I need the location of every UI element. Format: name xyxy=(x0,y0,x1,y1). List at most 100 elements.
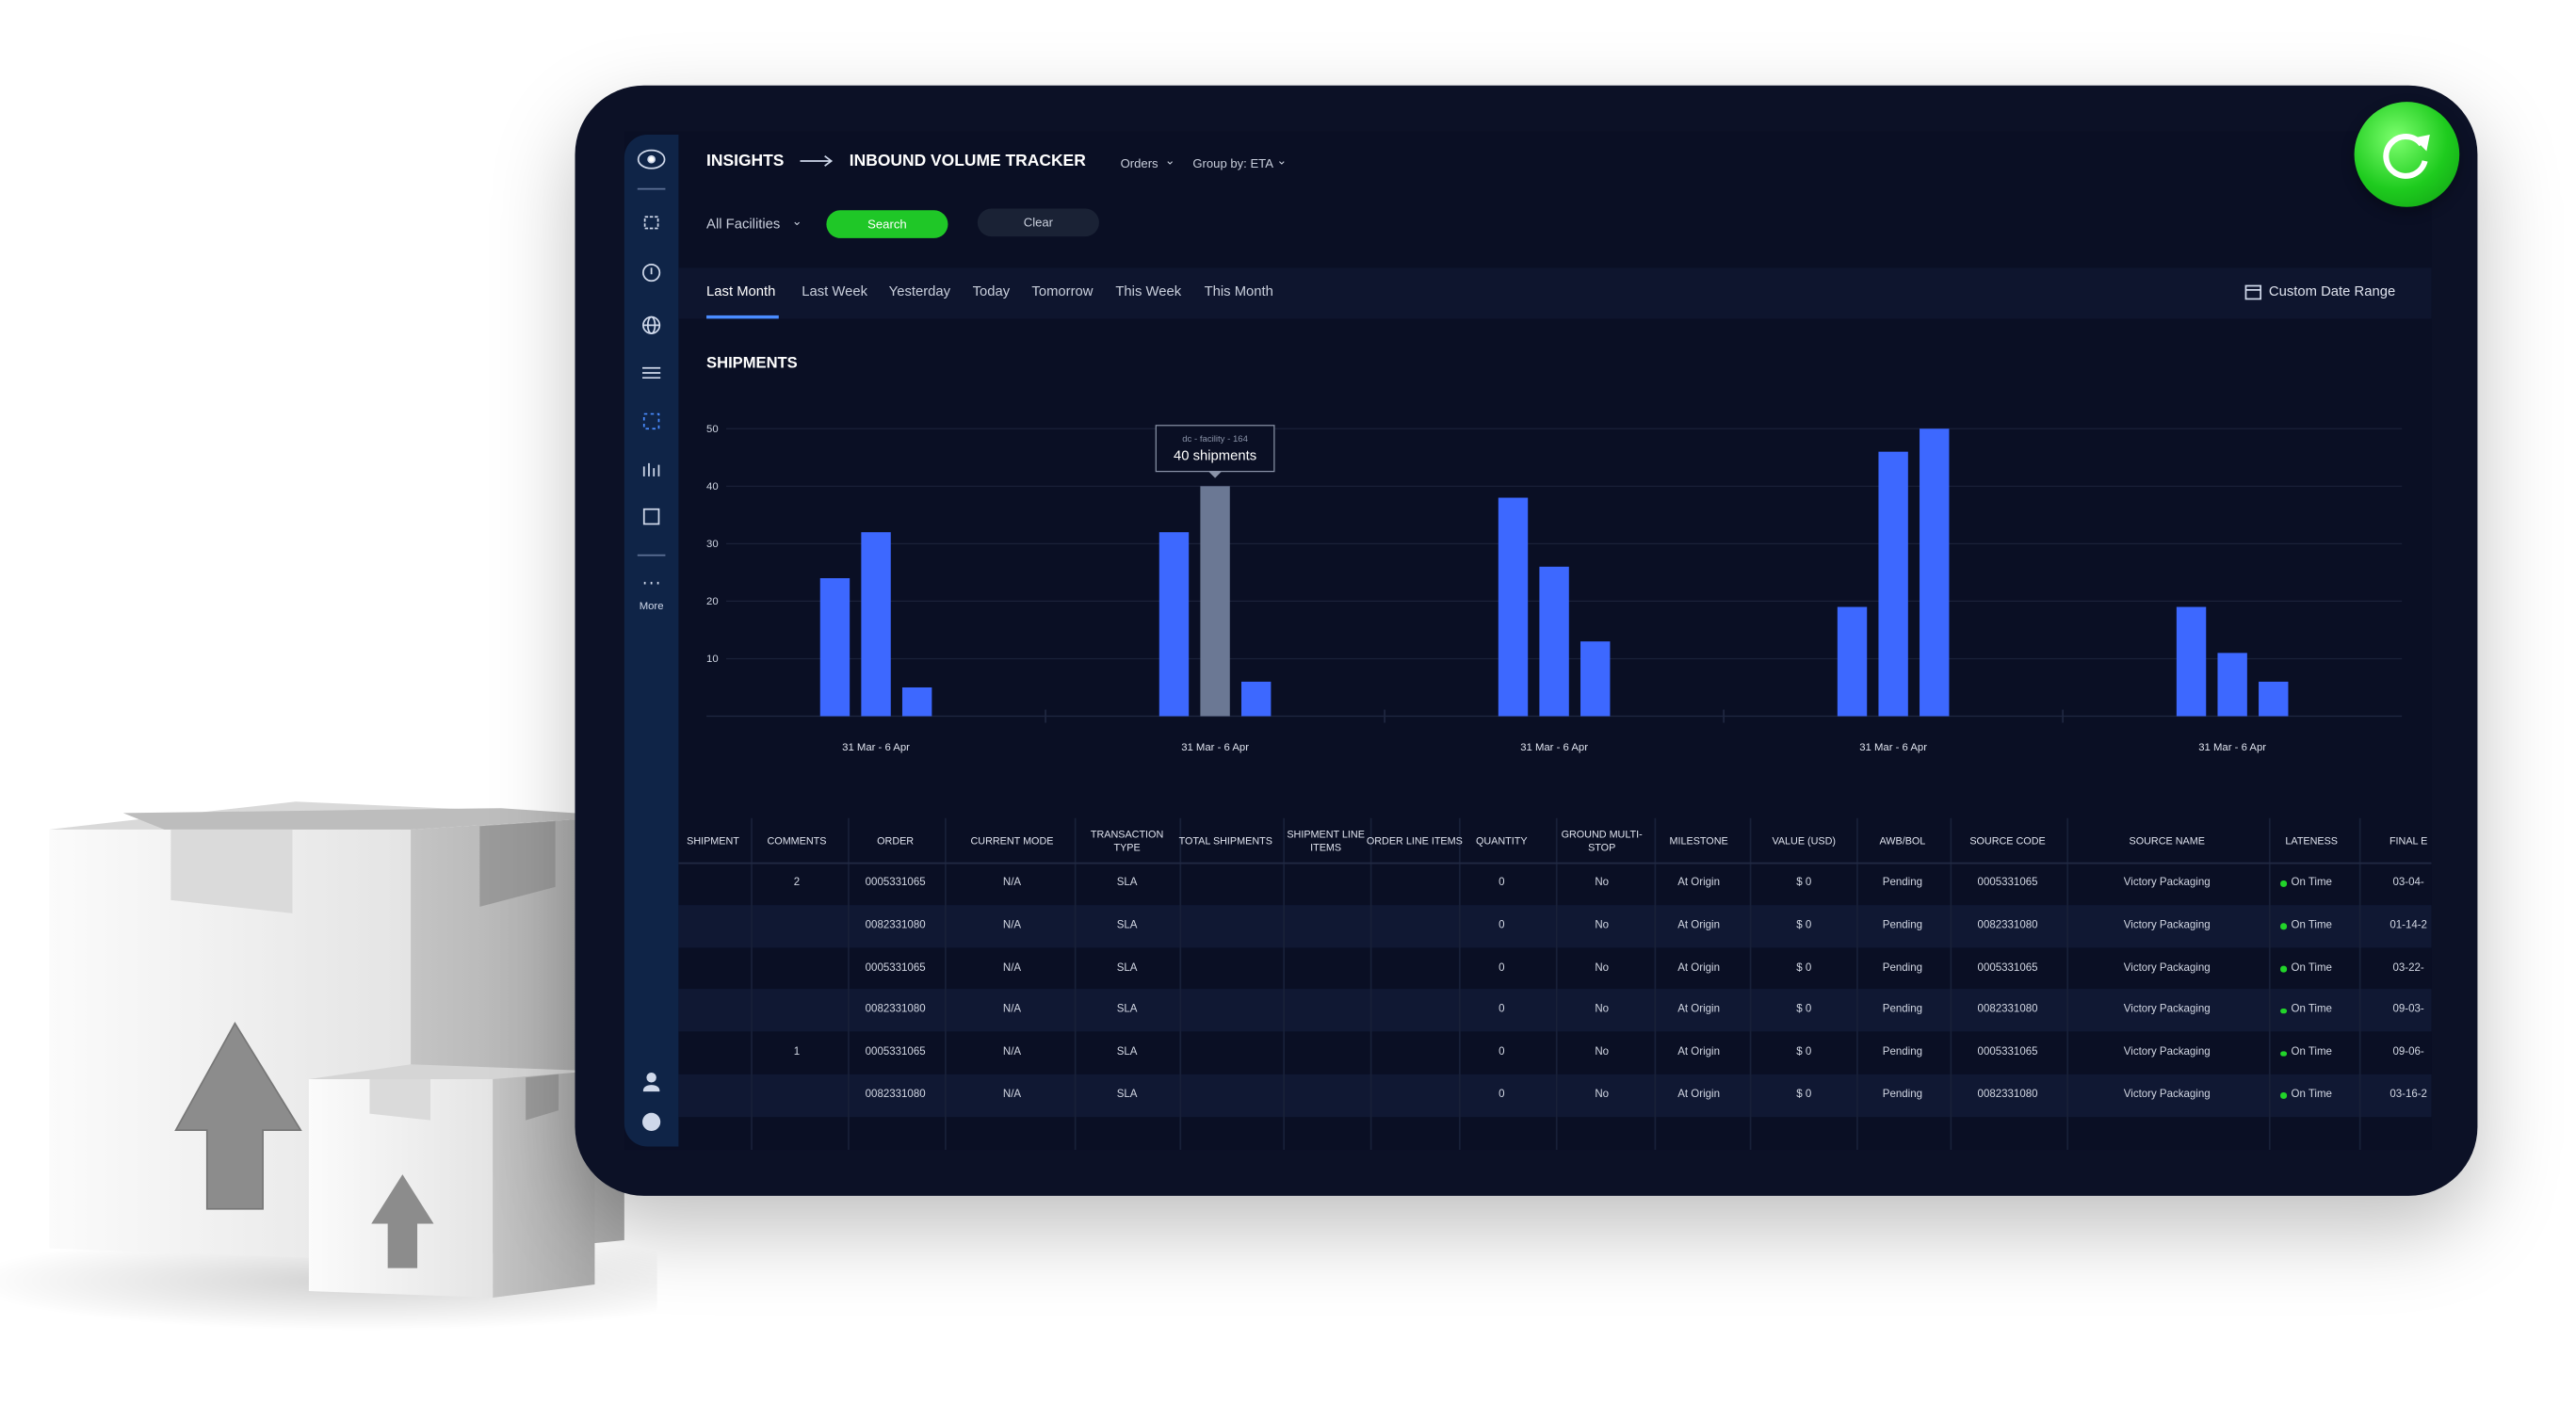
column-header: ORDER xyxy=(877,834,915,848)
table-cell: Victory Packaging xyxy=(2123,877,2211,889)
column-divider xyxy=(2358,817,2361,1151)
bar[interactable] xyxy=(2217,653,2247,717)
table-cell: On Time xyxy=(2291,961,2332,974)
column-divider xyxy=(1856,817,1858,1151)
sidebar-icons: More xyxy=(637,149,666,1131)
status-dot xyxy=(2280,923,2287,929)
y-tick-label: 30 xyxy=(706,539,719,550)
table-cell: SLA xyxy=(1116,961,1138,974)
tab[interactable]: This Week xyxy=(1115,283,1182,299)
custom-date-range[interactable]: Custom Date Range xyxy=(2268,283,2396,299)
bar[interactable] xyxy=(1200,486,1230,717)
bar[interactable] xyxy=(1539,566,1569,717)
x-tick-label: 31 Mar - 6 Apr xyxy=(2198,742,2266,753)
bar[interactable] xyxy=(2259,681,2289,717)
column-header: SHIPMENT xyxy=(687,834,739,848)
bar[interactable] xyxy=(1498,497,1529,717)
tab[interactable]: Last Month xyxy=(706,283,776,299)
table-cell: SLA xyxy=(1116,877,1138,889)
table-cell: $ 0 xyxy=(1796,1004,1812,1016)
chevron: ⌄ xyxy=(1164,153,1175,168)
table-cell: N/A xyxy=(1002,1004,1022,1016)
table-row[interactable] xyxy=(678,1031,2432,1074)
column-header: LATENESS xyxy=(2285,834,2339,848)
table-cell: No xyxy=(1595,1004,1610,1016)
table-row[interactable] xyxy=(678,904,2432,947)
chevron: ⌄ xyxy=(791,213,802,229)
column-divider xyxy=(1950,817,1952,1151)
chevron: ⌄ xyxy=(1276,153,1288,168)
refresh-button[interactable] xyxy=(2354,102,2460,207)
table-cell: 0082331080 xyxy=(1977,1089,2038,1101)
refresh-icon xyxy=(2383,133,2430,179)
table-cell: 0005331065 xyxy=(865,1046,926,1058)
orders-menu[interactable]: Orders xyxy=(1120,155,1158,171)
table-cell: 0082331080 xyxy=(865,1004,926,1016)
tab[interactable]: Today xyxy=(972,283,1011,299)
table-cell: 0005331065 xyxy=(1977,961,2038,974)
page-title: INBOUND VOLUME TRACKER xyxy=(849,153,1086,171)
bar[interactable] xyxy=(1837,606,1868,717)
table-cell: No xyxy=(1595,1046,1610,1058)
x-tick-label: 31 Mar - 6 Apr xyxy=(842,742,910,753)
more-label[interactable]: More xyxy=(640,601,664,612)
bar[interactable] xyxy=(901,686,932,717)
bar[interactable] xyxy=(819,577,851,717)
table-cell: SLA xyxy=(1116,919,1138,931)
table-cell: 0005331065 xyxy=(1977,877,2038,889)
table-row[interactable] xyxy=(678,946,2432,990)
y-tick-label: 50 xyxy=(706,424,719,435)
table-row[interactable] xyxy=(678,989,2432,1032)
table-cell: On Time xyxy=(2291,877,2332,889)
table-cell: 03-04- xyxy=(2392,877,2424,889)
search-button[interactable]: Search xyxy=(826,210,948,238)
chart: 10 20 30 40 50 31 Mar - 6 Apr 31 Mar - 6 Apr dc… xyxy=(706,424,2403,753)
table-row[interactable] xyxy=(678,1074,2432,1117)
table-cell: 0 xyxy=(1499,961,1505,974)
column-header: FINAL E xyxy=(2389,834,2428,848)
table-cell: At Origin xyxy=(1677,919,1720,931)
bar[interactable] xyxy=(1240,681,1272,717)
facility-select[interactable]: All Facilities xyxy=(706,215,781,232)
table-cell: N/A xyxy=(1002,961,1022,974)
column-header: SOURCE CODE xyxy=(1969,834,2046,848)
bar[interactable] xyxy=(1920,428,1950,717)
column-header: COMMENTS xyxy=(767,834,827,848)
header-divider xyxy=(678,862,2432,864)
table-cell: N/A xyxy=(1002,919,1022,931)
table-cell: 03-22- xyxy=(2392,961,2424,974)
column-divider xyxy=(848,817,850,1151)
breadcrumb-arrow xyxy=(800,155,834,167)
clear-button[interactable]: Clear xyxy=(977,208,1099,237)
table-cell: 0005331065 xyxy=(865,877,926,889)
table-cell: 0005331065 xyxy=(865,961,926,974)
bar[interactable] xyxy=(1580,641,1611,717)
tab[interactable]: This Month xyxy=(1204,283,1273,299)
table-cell: N/A xyxy=(1002,1089,1022,1101)
table-cell: 0005331065 xyxy=(1977,1046,2038,1058)
breadcrumb[interactable]: INSIGHTS xyxy=(706,153,785,171)
calendar-icon xyxy=(2244,284,2262,300)
tab[interactable]: Tomorrow xyxy=(1031,283,1094,299)
tab[interactable]: Yesterday xyxy=(888,283,951,299)
bar[interactable] xyxy=(861,532,891,717)
table-cell: $ 0 xyxy=(1796,1046,1812,1058)
column-header: TOTAL SHIPMENTS xyxy=(1178,834,1272,848)
table-cell: Pending xyxy=(1882,1046,1923,1058)
boxes-illustration xyxy=(0,801,657,1331)
tab[interactable]: Last Week xyxy=(802,283,868,299)
group-menu[interactable]: Group by: ETA xyxy=(1192,155,1273,171)
bar[interactable] xyxy=(2176,606,2207,717)
table-cell: $ 0 xyxy=(1796,961,1812,974)
table-row[interactable] xyxy=(678,862,2432,905)
column-divider xyxy=(1283,817,1286,1151)
table-cell: 0 xyxy=(1499,1089,1505,1101)
column-header: SHIPMENT LINE ITEMS xyxy=(1287,828,1365,854)
bar[interactable] xyxy=(1878,451,1908,717)
column-header: AWB/BOL xyxy=(1879,834,1926,848)
chart-title: SHIPMENTS xyxy=(706,354,798,373)
status-dot xyxy=(2280,1050,2287,1057)
bar[interactable] xyxy=(1158,532,1190,717)
table-cell: On Time xyxy=(2291,1046,2332,1058)
